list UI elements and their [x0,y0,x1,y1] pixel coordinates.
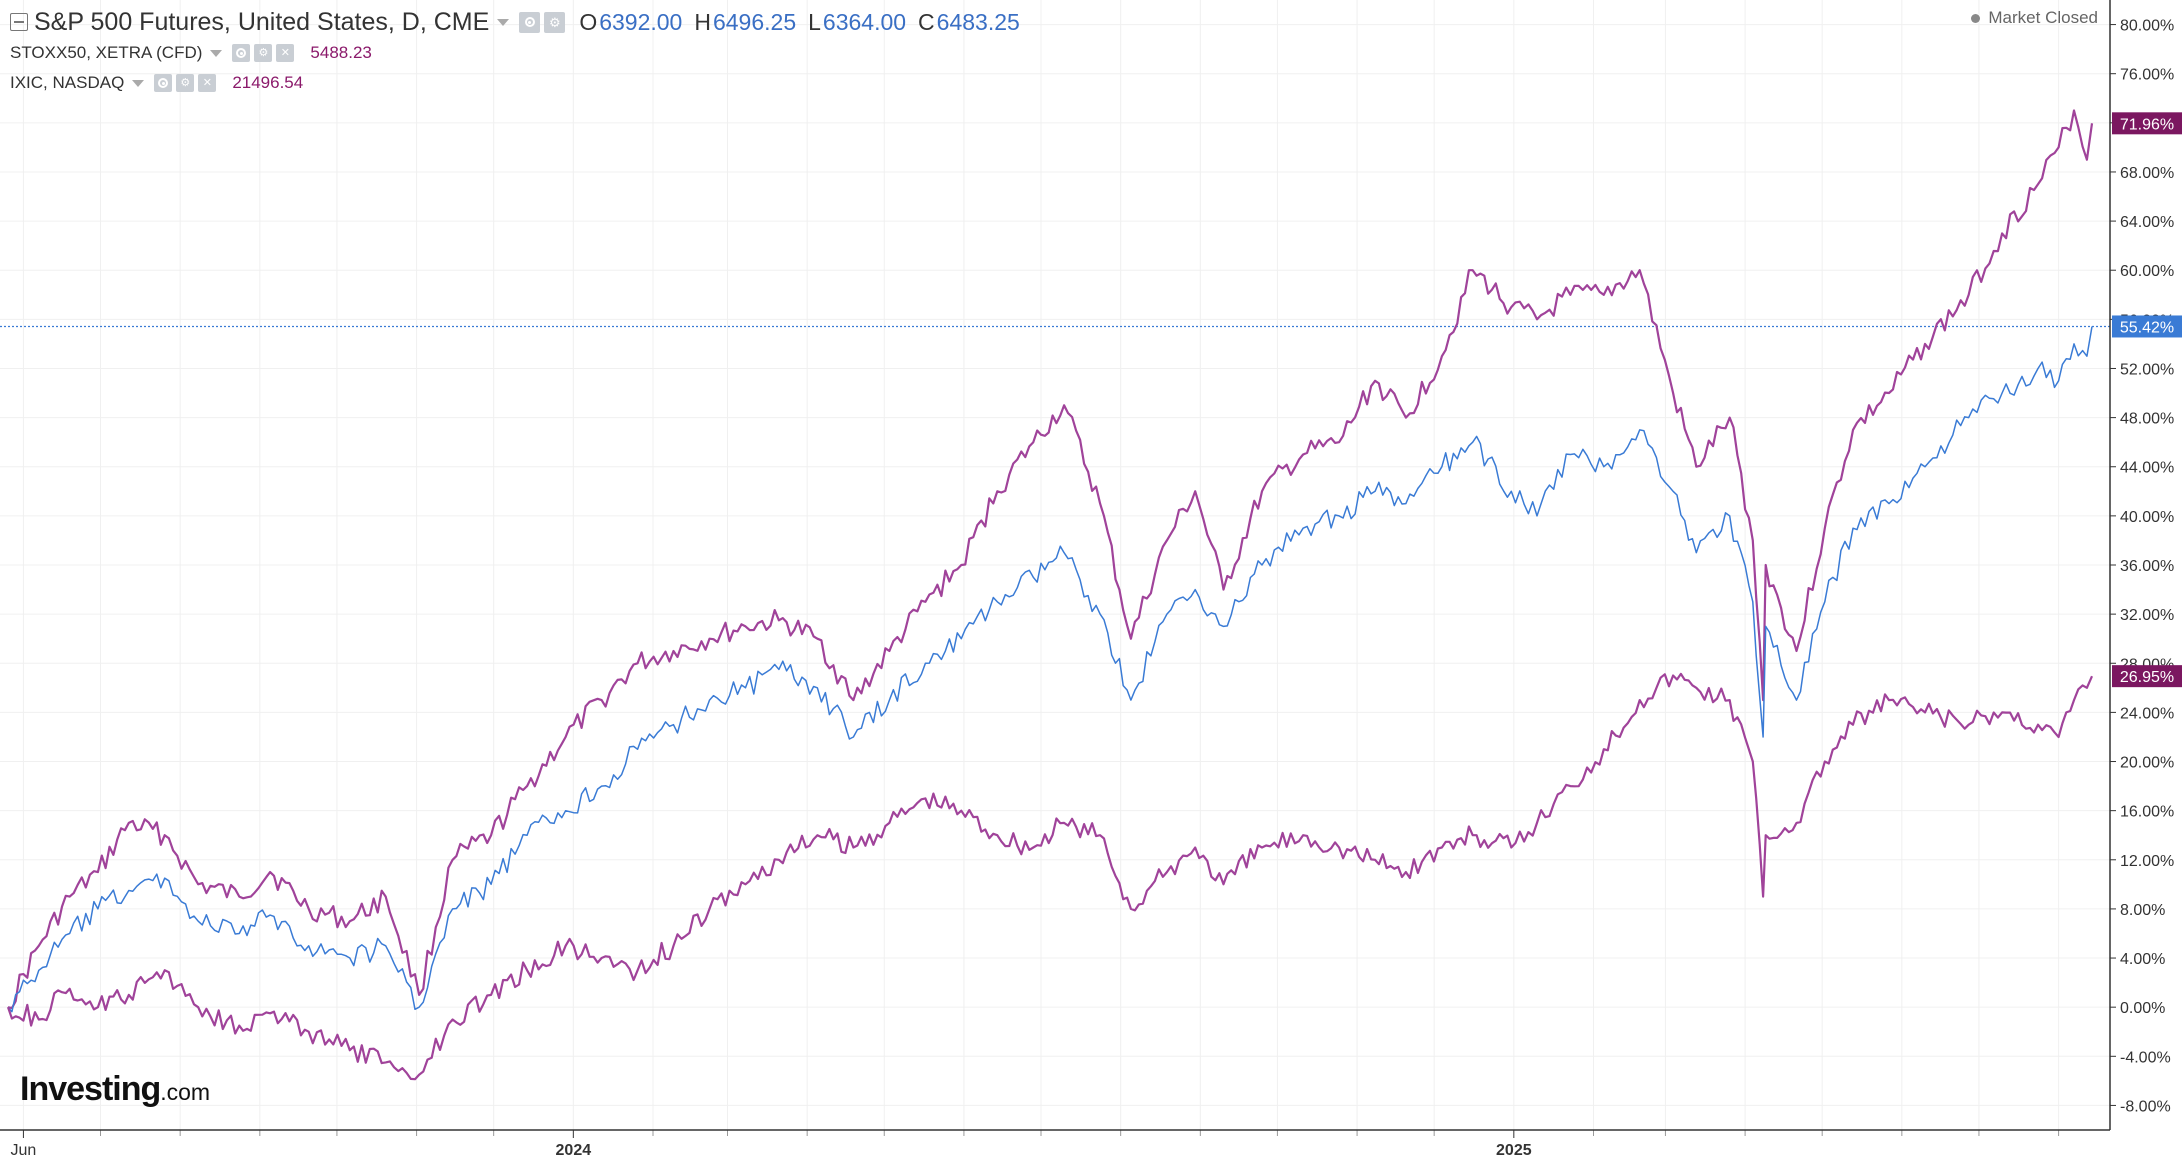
x-tick-label: 2025 [1496,1142,1532,1159]
y-tick-label: -8.00% [2120,1098,2171,1115]
ohlc-low-label: L [808,8,821,35]
last-value-label: 55.42% [2120,319,2174,336]
eye-icon[interactable] [154,74,173,92]
brand-logo: Investing .com [20,1070,210,1109]
last-value-label: 71.96% [2120,116,2174,133]
ohlc-high-value: 6496.25 [712,8,797,35]
y-tick-label: 4.00% [2120,951,2165,968]
series-layer [6,109,2094,1081]
ohlc-low-value: 6364.00 [822,8,907,35]
brand-suffix: .com [160,1079,211,1105]
y-tick-label: 40.00% [2120,509,2174,526]
collapse-icon[interactable] [10,13,28,31]
compare-series-title[interactable]: STOXX50, XETRA (CFD) [10,43,203,62]
y-tick-label: 20.00% [2120,755,2174,772]
dropdown-arrow-icon[interactable] [132,79,145,87]
y-tick-label: 60.00% [2120,263,2174,280]
ohlc-close-label: C [918,8,935,35]
y-tick-label: 64.00% [2120,214,2174,231]
compare-series-legend-ixic: IXIC, NASDAQ ⚙ ✕ 21496.54 [10,70,303,96]
y-tick-label: 24.00% [2120,705,2174,722]
y-tick-label: 44.00% [2120,460,2174,477]
grid-layer [0,0,2110,1130]
main-series-legend: S&P 500 Futures, United States, D, CME ⚙… [10,6,1020,38]
x-tick-label: 2024 [556,1142,592,1159]
eye-icon[interactable] [232,44,251,62]
y-tick-label: 36.00% [2120,558,2174,575]
eye-icon[interactable] [519,11,541,33]
compare-series-value: 5488.23 [310,43,372,62]
gear-icon[interactable]: ⚙ [254,44,273,62]
compare-series-title[interactable]: IXIC, NASDAQ [10,73,125,92]
y-tick-label: 32.00% [2120,607,2174,624]
x-tick-label: Jun [11,1142,37,1159]
ohlc-readout: O 6392.00 H 6496.25 L 6364.00 C 6483.25 [579,9,1020,36]
series-line [6,672,2094,1081]
y-tick-label: 48.00% [2120,411,2174,428]
ohlc-open-label: O [579,8,598,35]
y-tick-label: 52.00% [2120,361,2174,378]
series-line [7,109,2094,1010]
last-value-label-bg [2112,315,2182,338]
compare-series-value: 21496.54 [232,73,304,92]
last-value-label: 26.95% [2120,669,2174,686]
ohlc-high-label: H [694,8,711,35]
y-tick-label: -4.00% [2120,1049,2171,1066]
series-line [7,326,2093,1013]
y-tick-label: 76.00% [2120,67,2174,84]
main-series-title[interactable]: S&P 500 Futures, United States, D, CME [34,7,490,36]
brand-name: Investing [20,1070,161,1108]
y-tick-label: 12.00% [2120,853,2174,870]
ohlc-close-value: 6483.25 [936,8,1020,35]
gear-icon[interactable]: ⚙ [544,11,566,33]
market-status-text: Market Closed [1988,8,2098,27]
y-tick-label: 80.00% [2120,18,2174,35]
close-icon[interactable]: ✕ [276,44,295,62]
ohlc-open-value: 6392.00 [599,8,683,35]
last-value-labels: 71.96% 55.42% 26.95% [2112,112,2182,688]
gear-icon[interactable]: ⚙ [176,74,195,92]
close-icon[interactable]: ✕ [198,74,217,92]
last-value-label-bg [2112,112,2182,135]
y-tick-label: 0.00% [2120,1000,2165,1017]
y-tick-label: 16.00% [2120,804,2174,821]
y-tick-label: 8.00% [2120,902,2165,919]
status-dot-icon [1971,13,1981,23]
compare-series-legend-stoxx: STOXX50, XETRA (CFD) ⚙ ✕ 5488.23 [10,40,372,66]
dropdown-arrow-icon[interactable] [210,49,223,57]
dropdown-arrow-icon[interactable] [497,18,510,26]
last-value-label-bg [2112,665,2182,688]
y-tick-label: 68.00% [2120,165,2174,182]
market-status: Market Closed [1971,8,2098,28]
